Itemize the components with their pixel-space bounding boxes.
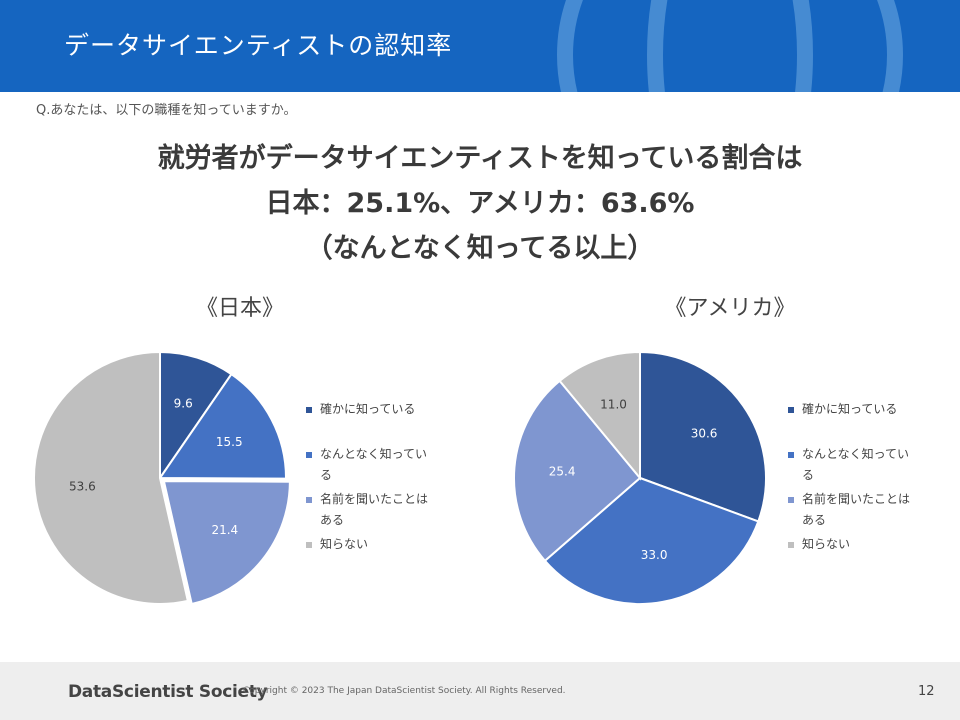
data-label: 9.6 — [174, 396, 193, 410]
page-title: データサイエンティストの認知率 — [64, 31, 453, 60]
legend-item-aware: 確かに知っている — [788, 399, 938, 420]
pie-slice-heard-name — [162, 480, 291, 606]
legend-label: 知らない — [320, 537, 369, 551]
legend-item-somewhat-aware: なんとなく知っている — [306, 444, 456, 486]
legend-label-cont: ある — [802, 513, 827, 527]
headline-line-2: 日本：25.1%、アメリカ：63.6% — [265, 188, 695, 219]
header-globe-decoration — [557, 0, 903, 92]
page-number: 12 — [918, 684, 935, 699]
data-label: 15.5 — [216, 435, 243, 449]
chart-title-japan: 《日本》 — [195, 296, 284, 321]
legend-label: なんとなく知ってい — [802, 447, 910, 461]
header-bar: データサイエンティストの認知率 — [0, 0, 960, 92]
data-label: 53.6 — [69, 480, 96, 494]
pie-slice-heard-name — [513, 379, 642, 563]
legend-swatch — [788, 452, 794, 458]
headline-line-3: （なんとなく知ってる以上） — [305, 233, 655, 264]
pie-slice-unaware — [33, 350, 190, 605]
legend-item-heard-name: 名前を聞いたことは ある — [306, 489, 456, 531]
legend-japan: 確かに知っている なんとなく知っている 名前を聞いたことは ある 知らない — [306, 399, 456, 558]
data-label: 33.0 — [641, 548, 668, 562]
legend-item-aware: 確かに知っている — [306, 399, 456, 420]
survey-question: Q.あなたは、以下の職種を知っていますか。 — [36, 103, 297, 118]
legend-label-cont: る — [320, 468, 333, 482]
legend-label-cont: る — [802, 468, 815, 482]
footer-bar: DataScientist Society Copyright © 2023 T… — [0, 662, 960, 720]
data-label: 30.6 — [691, 426, 718, 440]
pie-chart-japan: 9.6 15.5 21.4 53.6 — [33, 350, 291, 606]
pie-slice-unaware — [558, 350, 641, 481]
data-label: 21.4 — [211, 523, 238, 537]
legend-swatch — [306, 407, 312, 413]
footer-logo: DataScientist Society — [68, 682, 268, 702]
legend-swatch — [788, 407, 794, 413]
legend-item-heard-name: 名前を聞いたことは ある — [788, 489, 938, 531]
legend-label-cont: ある — [320, 513, 345, 527]
legend-swatch — [306, 452, 312, 458]
chart-title-usa: 《アメリカ》 — [664, 296, 796, 321]
data-label: 25.4 — [549, 465, 576, 479]
legend-label: 知らない — [802, 537, 851, 551]
legend-item-somewhat-aware: なんとなく知っている — [788, 444, 938, 486]
legend-label: なんとなく知ってい — [320, 447, 428, 461]
data-label: 11.0 — [600, 397, 627, 411]
pie-slice-aware — [639, 350, 767, 523]
legend-label: 確かに知っている — [802, 402, 898, 416]
footer-copyright: Copyright © 2023 The Japan DataScientist… — [243, 686, 566, 696]
pie-chart-usa: 30.6 33.0 25.4 11.0 — [513, 350, 767, 605]
pie-slice-aware — [159, 350, 233, 482]
legend-swatch — [306, 542, 312, 548]
legend-item-unaware: 知らない — [306, 534, 456, 555]
pie-slice-somewhat-aware — [158, 372, 287, 480]
legend-usa: 確かに知っている なんとなく知っている 名前を聞いたことは ある 知らない — [788, 399, 938, 558]
pie-slice-somewhat-aware — [543, 476, 760, 605]
headline-line-1: 就労者がデータサイエンティストを知っている割合は — [157, 143, 803, 174]
legend-label: 名前を聞いたことは — [802, 492, 911, 506]
legend-item-unaware: 知らない — [788, 534, 938, 555]
legend-swatch — [306, 497, 312, 503]
legend-label: 確かに知っている — [320, 402, 416, 416]
legend-label: 名前を聞いたことは — [320, 492, 429, 506]
legend-swatch — [788, 497, 794, 503]
legend-swatch — [788, 542, 794, 548]
